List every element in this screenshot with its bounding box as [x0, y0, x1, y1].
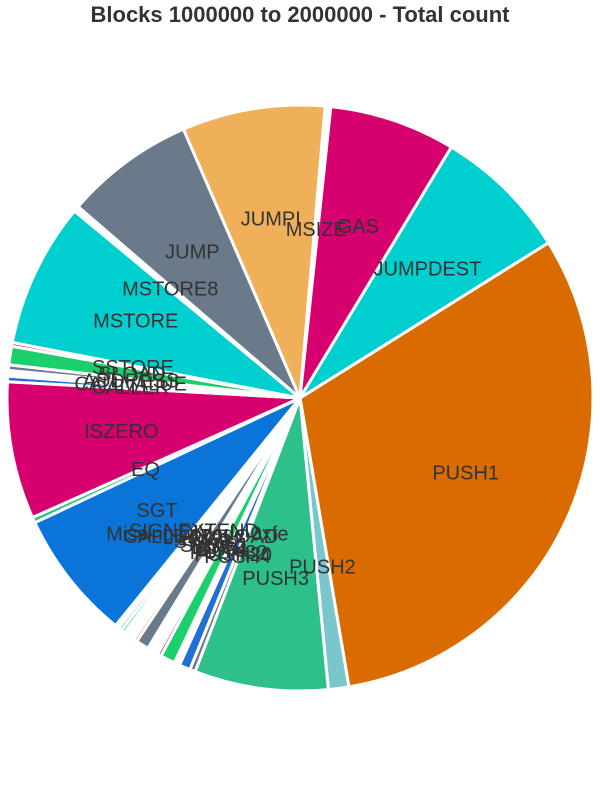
- slice-label-mstore: MSTORE: [93, 310, 178, 332]
- slice-jump[interactable]: [75, 127, 302, 400]
- slice-jumpi[interactable]: [181, 103, 327, 399]
- slice-label-swap2: SWAP2: [174, 531, 243, 553]
- slice-label-sload: SLOAD: [98, 363, 166, 385]
- slice-label-push20: PUSH20: [194, 544, 272, 566]
- chart-title: Blocks 1000000 to 2000000 - Total count: [90, 2, 510, 27]
- slice-label-gas: GAS: [337, 216, 379, 238]
- slice-iszero[interactable]: [5, 380, 301, 520]
- slice-sgt[interactable]: [32, 396, 302, 628]
- pie-slices: [5, 103, 595, 693]
- slice-label-div: DIV: [179, 522, 213, 544]
- slice-label-push4: PUSH4: [204, 546, 271, 568]
- slice-label-msize: MSIZE: [286, 219, 347, 241]
- slice-label-push32: PUSH32: [190, 542, 268, 564]
- slice-mstore[interactable]: [10, 208, 301, 400]
- slice-label-jumpdest: JUMPDEST: [374, 259, 482, 281]
- slice-label-push1: PUSH1: [432, 462, 499, 484]
- slice-label-address: ADDRESS: [83, 370, 180, 392]
- slice-label-swap1: SWAP1: [180, 535, 249, 557]
- slice-label-mstore8: MSTORE8: [122, 278, 218, 300]
- slice-label-calldataload: CALLDATALOAD: [123, 526, 278, 548]
- slice-label-caller: CALLER: [92, 377, 170, 399]
- slice-label-push2: PUSH2: [289, 556, 356, 578]
- slice-label-sstore: SSTORE: [92, 357, 174, 379]
- slice-label-dup2: DUP2: [192, 537, 245, 559]
- slice-label-signextend: SIGNEXTEND: [129, 521, 259, 543]
- slice-label-missing-opcode-0xfe: Missing opcode 0xfe: [106, 523, 288, 545]
- pie-labels: PUSH1 PUSH2PUSH3PUSH4PUSH20PUSH32DUP1DUP2…: [74, 209, 499, 590]
- slice-gas[interactable]: [298, 104, 454, 399]
- slice-label-eq: EQ: [131, 459, 160, 481]
- slice-label-sgt: SGT: [136, 500, 177, 522]
- slice-label-dup1: DUP1: [197, 540, 250, 562]
- slice-label-jump: JUMP: [165, 242, 219, 264]
- slice-push3[interactable]: [193, 397, 331, 693]
- slice-label-iszero: ISZERO: [84, 421, 158, 443]
- slice-label-push3: PUSH3: [242, 568, 309, 590]
- slice-label-log1: LOG1: [178, 529, 231, 551]
- slice-label-callvalue: CALLVALUE: [74, 374, 187, 396]
- slice-jumpdest[interactable]: [298, 145, 551, 400]
- slice-label-jumpi: JUMPI: [241, 209, 301, 231]
